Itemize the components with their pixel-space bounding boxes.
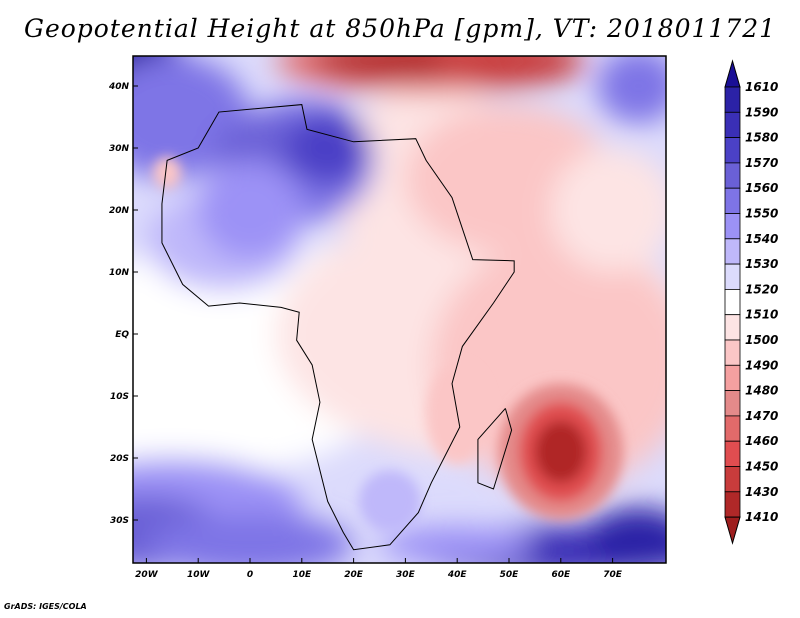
x-tick-label: 60E: [551, 570, 571, 580]
colorbar-label: 1570: [745, 156, 778, 170]
field-contour: [597, 56, 666, 124]
field-contour: [436, 56, 582, 86]
y-tick-label: 30S: [110, 516, 129, 526]
colorbar-label: 1610: [745, 80, 778, 94]
field-contour: [586, 507, 666, 563]
y-tick-label: 40N: [108, 82, 130, 92]
africa-coastline: [161, 104, 515, 551]
y-axis: 40N 30N 20N 10N EQ 10S 20S 30S: [108, 82, 138, 526]
x-tick-label: 20W: [135, 570, 159, 580]
colorbar-label: 1410: [745, 510, 778, 524]
y-tick-label: 10N: [109, 268, 130, 278]
field-contour: [358, 470, 421, 533]
height-field: [133, 56, 666, 563]
colorbar-label: 1530: [745, 257, 778, 271]
field-contour: [286, 110, 370, 186]
colorbar-swatch: [724, 288, 741, 316]
colorbar-swatch: [724, 390, 741, 417]
colorbar-label: 1560: [745, 181, 778, 195]
colorbar-swatch: [724, 314, 741, 341]
colorbar-swatch: [724, 339, 741, 366]
colorbar-swatch: [724, 187, 741, 214]
colorbar-swatch: [724, 466, 741, 493]
colorbar-swatch: [724, 491, 741, 518]
y-tick-label: 10S: [110, 392, 129, 402]
colorbar-min-arrow: [724, 516, 741, 545]
madagascar-coastline: [477, 408, 513, 490]
colorbar-label: 1510: [745, 308, 778, 322]
x-tick-label: 0: [247, 570, 253, 580]
colorbar-label: 1500: [745, 333, 778, 347]
colorbar-swatch: [724, 137, 741, 164]
colorbar-label: 1550: [745, 207, 778, 221]
colorbar-label: 1470: [745, 409, 778, 423]
field-contour: [379, 526, 535, 563]
field-contour: [153, 156, 182, 189]
field-contour: [534, 420, 587, 483]
colorbar-swatch: [724, 415, 741, 442]
x-tick-label: 70E: [603, 570, 623, 580]
y-tick-label: 20N: [109, 206, 130, 216]
field-contour: [550, 148, 666, 272]
colorbar-label: 1520: [745, 282, 778, 296]
colorbar-label: 1490: [745, 358, 778, 372]
colorbar-label: 1540: [745, 232, 778, 246]
grads-credit: GrADS: IGES/COLA: [4, 602, 87, 611]
x-tick-label: 30E: [396, 570, 416, 580]
colorbar-label: 1430: [745, 485, 778, 499]
colorbar: 1610 1590 1580 1570 1560 1550 1540 1530 1520 1510…: [724, 59, 778, 545]
colorbar-label: 1460: [745, 434, 778, 448]
x-tick-label: 40E: [447, 570, 468, 580]
colorbar-max-arrow: [724, 59, 741, 88]
colorbar-swatch: [724, 86, 741, 113]
x-axis: 20W 10W 0 10E 20E 30E 40E 50E 60E 70E: [135, 558, 623, 580]
colorbar-swatch: [724, 162, 741, 189]
y-tick-label: EQ: [115, 330, 129, 340]
colorbar-label: 1480: [745, 384, 778, 398]
colorbar-swatch: [724, 364, 741, 391]
field-contour: [198, 160, 302, 260]
field-contour: [146, 513, 354, 563]
colorbar-swatch: [724, 213, 741, 240]
colorbar-swatch: [724, 238, 741, 265]
y-tick-label: 30N: [109, 144, 130, 154]
map-title: Geopotential Height at 850hPa [gpm], VT:…: [23, 14, 777, 43]
map-frame: [132, 55, 667, 564]
colorbar-label: 1580: [745, 131, 778, 145]
x-tick-label: 10W: [187, 570, 211, 580]
x-tick-label: 10E: [292, 570, 312, 580]
colorbar-swatch: [724, 440, 741, 467]
x-tick-label: 50E: [500, 570, 520, 580]
colorbar-label: 1450: [745, 460, 778, 474]
colorbar-swatch: [724, 263, 741, 290]
y-tick-label: 20S: [110, 454, 129, 464]
colorbar-swatch: [724, 111, 741, 139]
colorbar-label: 1590: [745, 105, 778, 119]
x-tick-label: 20E: [344, 570, 364, 580]
